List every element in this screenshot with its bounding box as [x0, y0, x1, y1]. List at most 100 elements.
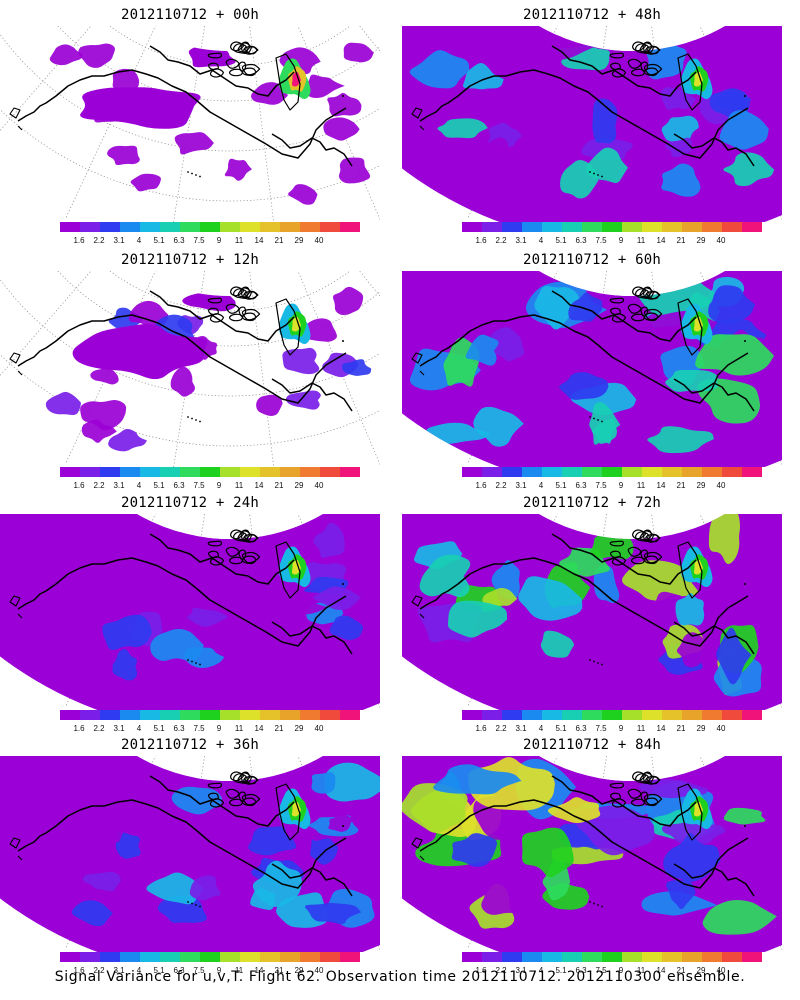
colorbar-swatch [582, 710, 603, 720]
colorbar-tick-label: 14 [255, 724, 264, 733]
colorbar-swatch [100, 710, 121, 720]
variance-field [45, 286, 372, 452]
colorbar-swatch [462, 710, 483, 720]
colorbar-swatch [502, 222, 523, 232]
colorbar-swatch [462, 467, 483, 477]
coastlines [9, 286, 353, 423]
colorbar-swatch [542, 467, 563, 477]
colorbar: 1.6 2.2 3.1 4 5.1 6.3 7.5 9 11 14 21 29 40 [60, 952, 360, 975]
colorbar-swatch [240, 222, 261, 232]
colorbar-tick-label: 14 [255, 236, 264, 245]
colorbar-tick-label: 2.2 [93, 966, 105, 975]
colorbar-tick-label: 40 [717, 966, 726, 975]
colorbar-swatch [542, 710, 563, 720]
colorbar-swatch [180, 710, 201, 720]
colorbar-tick-label: 3.1 [515, 966, 527, 975]
colorbar-tick-label: 6.3 [575, 966, 587, 975]
variance-field [402, 514, 782, 710]
colorbar-tick-label: 6.3 [173, 724, 185, 733]
colorbar-tick-label: 40 [315, 724, 324, 733]
colorbar-tick-label: 11 [637, 966, 646, 975]
colorbar-swatch [280, 952, 301, 962]
colorbar-tick-label: 4 [137, 724, 142, 733]
colorbar-tick-label: 21 [677, 966, 686, 975]
colorbar-tick-label: 1.6 [73, 236, 85, 245]
colorbar-tick-label: 7.5 [595, 236, 607, 245]
colorbar-tick-label: 5.1 [555, 724, 567, 733]
colorbar-tick-label: 5.1 [555, 481, 567, 490]
colorbar-tick-label: 4 [137, 481, 142, 490]
forecast-panel: 2012110712 + 00h 1.6 2.2 3.1 4 5.1 6.3 7.5 9 11 14… [0, 0, 380, 245]
colorbar-swatch [622, 467, 643, 477]
colorbar-tick-label: 2.2 [93, 236, 105, 245]
colorbar-swatch [622, 222, 643, 232]
colorbar-swatch [562, 952, 583, 962]
colorbar-tick-label: 2.2 [93, 481, 105, 490]
coastlines [9, 41, 353, 178]
colorbar-swatch [642, 222, 663, 232]
panel-title: 2012110712 + 48h [522, 7, 662, 23]
colorbar-swatch [642, 952, 663, 962]
colorbar-swatch [702, 467, 723, 477]
polar-map [0, 271, 380, 467]
colorbar-tick-label: 11 [637, 724, 646, 733]
colorbar-tick-label: 3.1 [113, 724, 125, 733]
colorbar-swatch [200, 222, 221, 232]
colorbar-swatch [260, 222, 281, 232]
colorbar-swatch [582, 952, 603, 962]
colorbar-tick-label: 21 [677, 236, 686, 245]
colorbar: 1.6 2.2 3.1 4 5.1 6.3 7.5 9 11 14 21 29 40 [462, 222, 762, 245]
colorbar-swatch [562, 222, 583, 232]
colorbar-swatch [522, 710, 543, 720]
colorbar-tick-label: 9 [217, 966, 222, 975]
polar-map [0, 26, 380, 222]
colorbar-swatch [642, 710, 663, 720]
colorbar-swatch [60, 467, 81, 477]
coastlines [411, 529, 755, 666]
colorbar-tick-label: 2.2 [495, 966, 507, 975]
colorbar-swatch [80, 710, 101, 720]
colorbar-tick-label: 7.5 [595, 724, 607, 733]
colorbar-swatch [100, 222, 121, 232]
colorbar-swatch [280, 467, 301, 477]
colorbar-tick-label: 6.3 [575, 236, 587, 245]
colorbar-tick-label: 21 [677, 481, 686, 490]
colorbar-tick-label: 7.5 [193, 724, 205, 733]
colorbar-tick-label: 1.6 [475, 966, 487, 975]
colorbar-swatch [260, 467, 281, 477]
polar-map [0, 756, 380, 952]
colorbar-tick-label: 2.2 [495, 236, 507, 245]
colorbar-swatch [280, 710, 301, 720]
variance-field [49, 42, 374, 205]
colorbar-tick-label: 3.1 [515, 481, 527, 490]
panel-title: 2012110712 + 24h [120, 495, 260, 511]
colorbar-swatch [120, 222, 141, 232]
colorbar-tick-label: 5.1 [153, 236, 165, 245]
colorbar-tick-label: 6.3 [173, 236, 185, 245]
colorbar-swatch [340, 952, 360, 962]
colorbar-swatch [100, 467, 121, 477]
arctic-islands [207, 529, 261, 566]
colorbar-swatch [220, 952, 241, 962]
colorbar-swatch [602, 952, 623, 962]
colorbar: 1.6 2.2 3.1 4 5.1 6.3 7.5 9 11 14 21 29 40 [60, 710, 360, 733]
colorbar-tick-label: 6.3 [173, 481, 185, 490]
colorbar-swatch [300, 467, 321, 477]
figure-caption: Signal Variance for u,v,T. Flight 62. Ob… [54, 969, 746, 985]
colorbar-swatch [742, 952, 762, 962]
colorbar-swatch [340, 467, 360, 477]
colorbar-tick-label: 4 [137, 966, 142, 975]
colorbar-swatch [260, 952, 281, 962]
colorbar-swatch [742, 467, 762, 477]
colorbar-tick-label: 3.1 [113, 966, 125, 975]
arctic-islands [609, 41, 663, 78]
colorbar-tick-label: 1.6 [73, 481, 85, 490]
colorbar-swatch [602, 222, 623, 232]
colorbar-tick-label: 14 [255, 966, 264, 975]
coastlines [411, 286, 755, 423]
colorbar-tick-label: 14 [657, 236, 666, 245]
colorbar-tick-label: 29 [697, 966, 706, 975]
colorbar-swatch [300, 710, 321, 720]
colorbar-tick-label: 1.6 [73, 966, 85, 975]
